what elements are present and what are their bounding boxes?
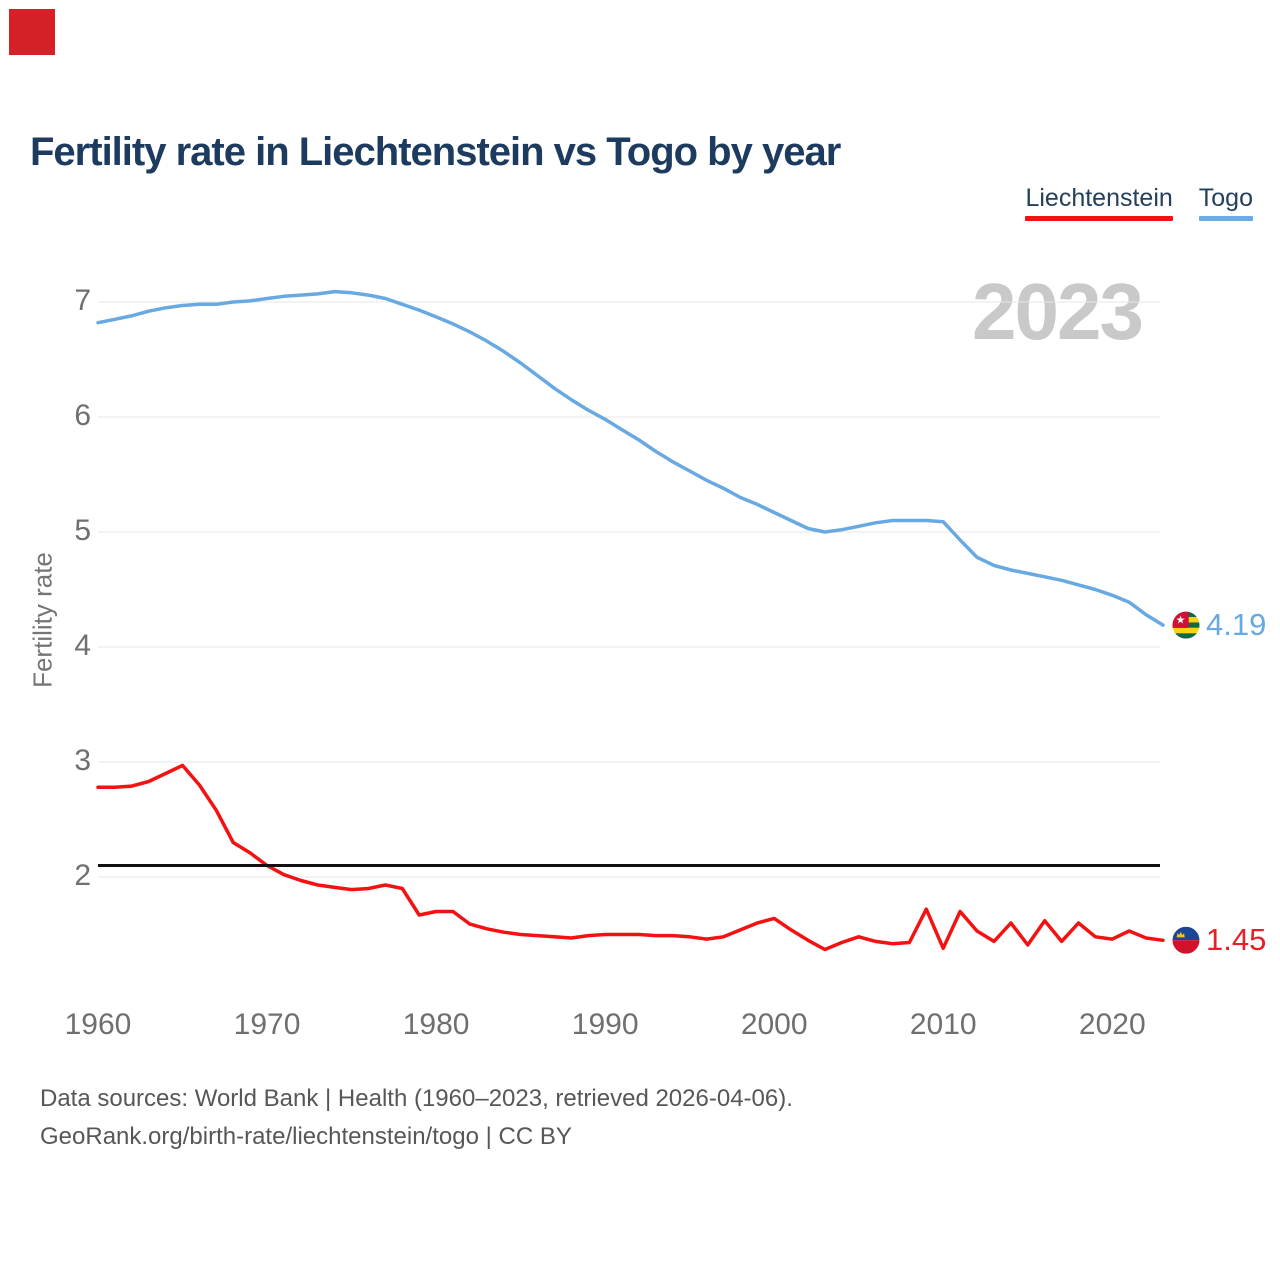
footer-attribution: Data sources: World Bank | Health (1960–… <box>40 1080 793 1156</box>
gridlines <box>98 301 1160 878</box>
legend: Liechtenstein Togo <box>1025 184 1253 221</box>
togo-end-value: 4.19 <box>1206 607 1267 643</box>
togo-flag-icon: ★ <box>1172 611 1200 639</box>
y-tick-label: 3 <box>74 744 91 777</box>
legend-item-togo[interactable]: Togo <box>1198 184 1253 221</box>
red-corner-marker <box>9 9 55 55</box>
data-series <box>96 289 1165 952</box>
legend-item-liechtenstein[interactable]: Liechtenstein <box>1025 184 1173 221</box>
footer-georank-link: GeoRank.org/birth-rate/liechtenstein/tog… <box>40 1123 572 1150</box>
page-title: Fertility rate in Liechtenstein vs Togo … <box>30 129 841 174</box>
togo-line <box>96 289 1165 627</box>
y-tick-label: 4 <box>74 629 91 662</box>
footer-data-sources: Data sources: World Bank | Health (1960–… <box>40 1085 793 1112</box>
x-tick-label: 2020 <box>1078 1008 1146 1041</box>
liechtenstein-end-value: 1.45 <box>1206 922 1267 958</box>
legend-underline-liechtenstein <box>1025 216 1173 221</box>
liechtenstein-line <box>96 763 1165 952</box>
liechtenstein-flag-icon <box>1172 926 1200 954</box>
year-watermark: 2023 <box>972 267 1144 356</box>
y-tick-label: 7 <box>74 284 91 317</box>
legend-label-liechtenstein: Liechtenstein <box>1025 184 1173 212</box>
x-tick-label: 2000 <box>740 1008 808 1041</box>
y-tick-label: 6 <box>74 399 91 432</box>
togo-flag-star: ★ <box>1176 615 1186 627</box>
x-tick-label: 1960 <box>64 1008 132 1041</box>
legend-underline-togo <box>1198 216 1253 221</box>
liechtenstein-crown <box>1176 931 1185 938</box>
x-tick-label: 1980 <box>402 1008 470 1041</box>
y-tick-label: 5 <box>74 514 91 547</box>
y-tick-label: 2 <box>74 859 91 892</box>
x-tick-label: 2010 <box>909 1008 977 1041</box>
x-tick-label: 1990 <box>571 1008 639 1041</box>
x-tick-label: 1970 <box>233 1008 301 1041</box>
legend-label-togo: Togo <box>1198 184 1253 212</box>
